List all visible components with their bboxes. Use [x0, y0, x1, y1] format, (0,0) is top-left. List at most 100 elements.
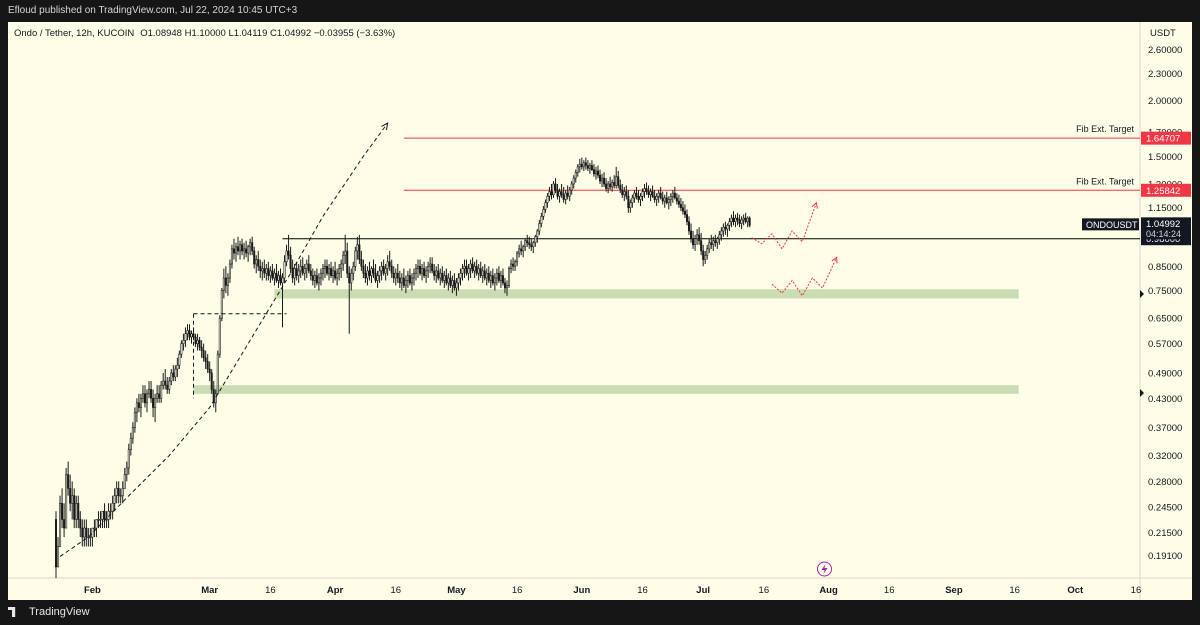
- candle-body: [443, 275, 446, 281]
- candle: [160, 381, 163, 403]
- candle-body: [83, 527, 86, 538]
- candle: [714, 234, 717, 247]
- candle: [546, 193, 549, 208]
- candle: [625, 185, 628, 200]
- candle-body: [613, 182, 616, 186]
- candle: [560, 183, 563, 198]
- candle-body: [334, 270, 337, 279]
- candle: [216, 350, 219, 395]
- candle-body: [607, 183, 610, 189]
- candle: [340, 259, 343, 279]
- candle-body: [653, 195, 656, 200]
- candle-body: [475, 265, 478, 274]
- candle-body: [79, 519, 82, 529]
- candle: [249, 238, 252, 256]
- candle-body: [342, 254, 345, 265]
- candle: [317, 273, 320, 291]
- candle-body: [176, 364, 179, 370]
- candle: [712, 236, 715, 251]
- candle: [687, 216, 691, 235]
- annotations: [59, 122, 838, 557]
- candle-body: [285, 250, 288, 263]
- candle: [168, 376, 171, 394]
- candle: [263, 259, 266, 279]
- candle-body: [552, 183, 555, 195]
- candle: [421, 264, 424, 281]
- last-price-value: 1.04992: [1146, 219, 1180, 230]
- candle-body: [746, 217, 749, 222]
- candle-body: [491, 275, 494, 284]
- candle-body: [718, 234, 721, 240]
- tradingview-logo[interactable]: TradingView: [8, 606, 90, 618]
- candle: [493, 273, 496, 291]
- candle: [404, 275, 407, 294]
- footer-bar: TradingView: [0, 600, 1200, 625]
- candle-body: [239, 244, 242, 252]
- candle: [673, 186, 676, 200]
- candle-body: [113, 495, 116, 504]
- candle: [382, 259, 385, 276]
- candle: [257, 250, 260, 271]
- candle-body: [190, 333, 193, 338]
- candle: [93, 519, 96, 538]
- candle: [291, 259, 294, 283]
- candle-body: [574, 172, 577, 179]
- candle: [245, 240, 248, 258]
- candle-body: [586, 165, 589, 169]
- candle-body: [251, 242, 254, 252]
- candle: [344, 234, 347, 265]
- candle-body: [738, 219, 741, 224]
- candle: [698, 227, 701, 245]
- candle-body: [734, 217, 737, 222]
- candle: [558, 188, 561, 203]
- candle: [275, 264, 278, 283]
- candle: [154, 393, 157, 423]
- candle: [730, 214, 733, 228]
- candle-body: [740, 219, 743, 224]
- candle: [744, 212, 747, 224]
- candle: [548, 186, 551, 202]
- candle-body: [372, 268, 375, 274]
- candle-body: [471, 263, 474, 272]
- candle-body: [129, 437, 132, 450]
- candle-body: [119, 495, 122, 497]
- candle-body: [210, 372, 213, 390]
- candle: [459, 268, 462, 286]
- candle-body: [366, 270, 369, 279]
- candle: [742, 214, 745, 226]
- candle-body: [465, 265, 468, 274]
- time-tick-label: 16: [759, 585, 770, 596]
- candle-body: [592, 169, 595, 175]
- candle: [643, 183, 646, 198]
- candle: [469, 259, 472, 279]
- candle: [313, 270, 316, 288]
- candle-body: [307, 263, 310, 272]
- candle: [435, 266, 438, 283]
- candle-body: [208, 368, 211, 374]
- candle: [471, 257, 474, 274]
- candle-body: [247, 246, 250, 254]
- candle: [683, 204, 686, 219]
- candle: [669, 193, 672, 207]
- candle-body: [609, 183, 612, 188]
- publisher-bar: Efloud published on TradingView.com, Jul…: [0, 0, 1200, 22]
- time-tick-label: Oct: [1067, 585, 1084, 596]
- candle-body: [206, 361, 209, 370]
- candle: [724, 221, 727, 235]
- candle: [271, 264, 274, 281]
- candle-body: [742, 217, 745, 221]
- candle: [145, 389, 149, 413]
- candle-body: [416, 265, 420, 269]
- time-tick-label: Jun: [573, 585, 590, 596]
- candle: [639, 193, 642, 207]
- candle-body: [376, 275, 379, 281]
- candle: [520, 240, 523, 256]
- candle: [586, 160, 589, 172]
- candle: [259, 259, 262, 279]
- candle: [487, 266, 490, 283]
- candle: [251, 236, 254, 256]
- candle-body: [687, 221, 691, 232]
- candle: [253, 246, 256, 269]
- candle-body: [323, 265, 326, 269]
